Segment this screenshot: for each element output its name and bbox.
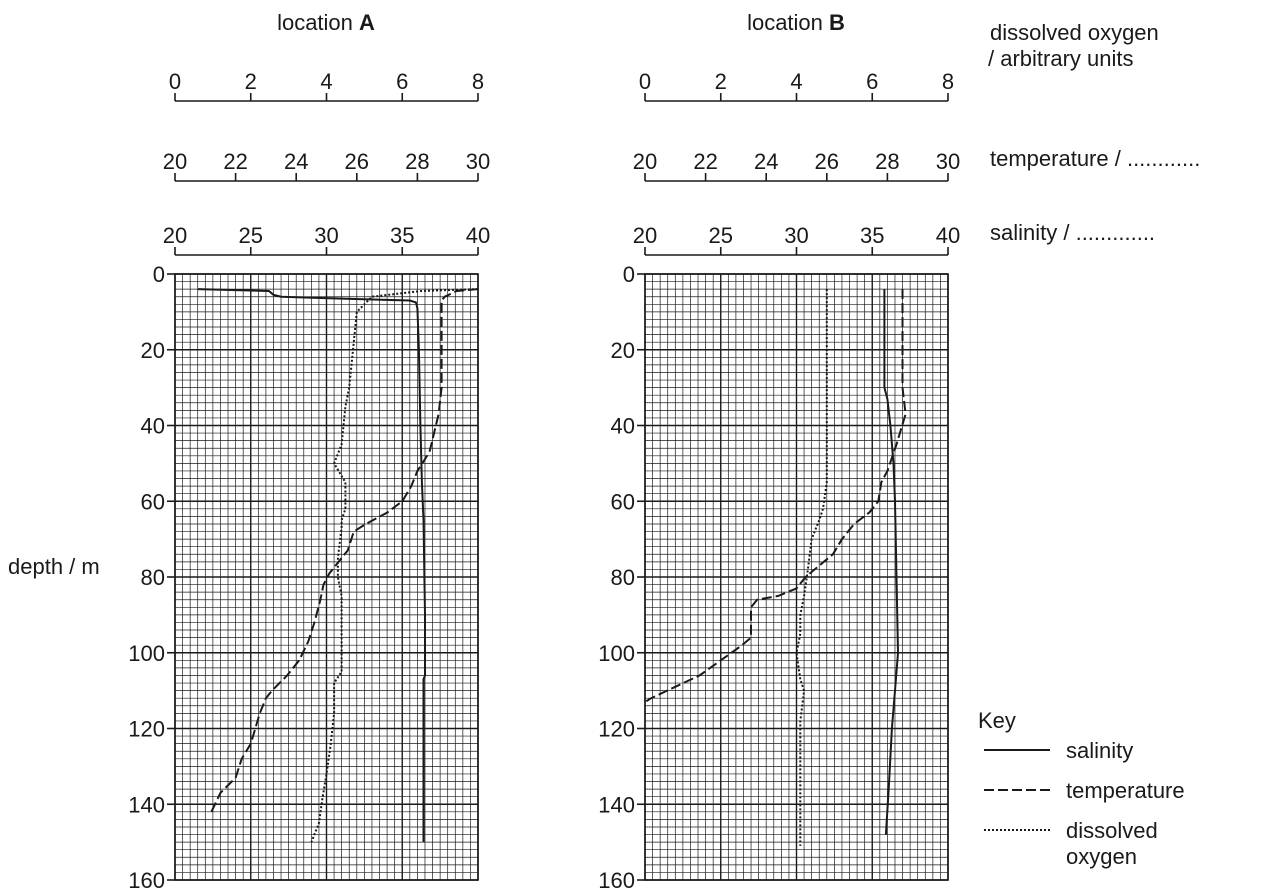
series-dissolved-oxygen: [310, 288, 479, 843]
depth-tick-label: 0: [623, 262, 635, 287]
temperature-tick-label: 26: [815, 149, 839, 174]
temperature-tick-label: 30: [936, 149, 960, 174]
salinity-tick-label: 20: [633, 223, 657, 248]
temperature-tick-label: 28: [875, 149, 899, 174]
oxygen-tick-label: 4: [790, 69, 802, 94]
legend-label-temperature: temperature: [1066, 778, 1185, 803]
oxygen-tick-label: 2: [245, 69, 257, 94]
depth-axis-label: depth / m: [8, 554, 100, 579]
temperature-tick-label: 20: [633, 149, 657, 174]
temperature-tick-label: 20: [163, 149, 187, 174]
oxygen-axis-title-line2: / arbitrary units: [988, 46, 1134, 71]
depth-tick-label: 100: [128, 641, 165, 666]
oxygen-tick-label: 6: [396, 69, 408, 94]
depth-tick-label: 0: [153, 262, 165, 287]
series-salinity: [883, 289, 900, 835]
series-dissolved-oxygen: [795, 289, 828, 846]
oxygen-tick-label: 0: [639, 69, 651, 94]
legend-label-salinity: salinity: [1066, 738, 1133, 763]
chart-title-prefix: location: [747, 10, 829, 35]
temperature-axis-title: temperature / ............: [990, 146, 1200, 171]
oxygen-tick-label: 4: [320, 69, 332, 94]
salinity-tick-label: 35: [860, 223, 884, 248]
temperature-tick-label: 28: [405, 149, 429, 174]
depth-tick-label: 120: [598, 717, 635, 742]
salinity-tick-label: 25: [709, 223, 733, 248]
depth-tick-label: 40: [141, 414, 165, 439]
salinity-tick-label: 35: [390, 223, 414, 248]
depth-tick-label: 140: [128, 792, 165, 817]
chart-title-letter: B: [829, 10, 845, 35]
depth-tick-label: 100: [598, 641, 635, 666]
depth-tick-label: 120: [128, 717, 165, 742]
legend: Key salinity temperature dissolved oxyge…: [978, 708, 1185, 869]
depth-tick-label: 20: [611, 338, 635, 363]
depth-tick-label: 60: [611, 489, 635, 514]
oxygen-tick-label: 8: [472, 69, 484, 94]
salinity-tick-label: 40: [936, 223, 960, 248]
salinity-axis-title: salinity / .............: [990, 220, 1155, 245]
oxygen-tick-label: 8: [942, 69, 954, 94]
temperature-tick-label: 22: [693, 149, 717, 174]
temperature-tick-label: 24: [284, 149, 308, 174]
oxygen-axis-title-line1: dissolved oxygen: [990, 20, 1159, 45]
chart-title-letter: A: [359, 10, 375, 35]
temperature-tick-label: 26: [345, 149, 369, 174]
oxygen-tick-label: 0: [169, 69, 181, 94]
salinity-tick-label: 40: [466, 223, 490, 248]
depth-tick-label: 80: [611, 565, 635, 590]
salinity-tick-label: 25: [239, 223, 263, 248]
temperature-tick-label: 30: [466, 149, 490, 174]
chart-title-prefix: location: [277, 10, 359, 35]
depth-tick-label: 60: [141, 489, 165, 514]
legend-label-dissolved: dissolved: [1066, 818, 1158, 843]
salinity-tick-label: 30: [314, 223, 338, 248]
oxygen-tick-label: 2: [715, 69, 727, 94]
depth-tick-label: 160: [598, 868, 635, 893]
series-temperature: [644, 289, 907, 703]
depth-tick-label: 140: [598, 792, 635, 817]
legend-title: Key: [978, 708, 1016, 733]
depth-tick-label: 20: [141, 338, 165, 363]
salinity-tick-label: 20: [163, 223, 187, 248]
series-salinity: [197, 288, 426, 843]
legend-label-oxygen: oxygen: [1066, 844, 1137, 869]
chart-title: location B: [747, 10, 845, 35]
salinity-tick-label: 30: [784, 223, 808, 248]
oxygen-tick-label: 6: [866, 69, 878, 94]
depth-tick-label: 80: [141, 565, 165, 590]
temperature-tick-label: 22: [223, 149, 247, 174]
chart-title: location A: [277, 10, 375, 35]
temperature-tick-label: 24: [754, 149, 778, 174]
depth-tick-label: 40: [611, 414, 635, 439]
depth-tick-label: 160: [128, 868, 165, 893]
